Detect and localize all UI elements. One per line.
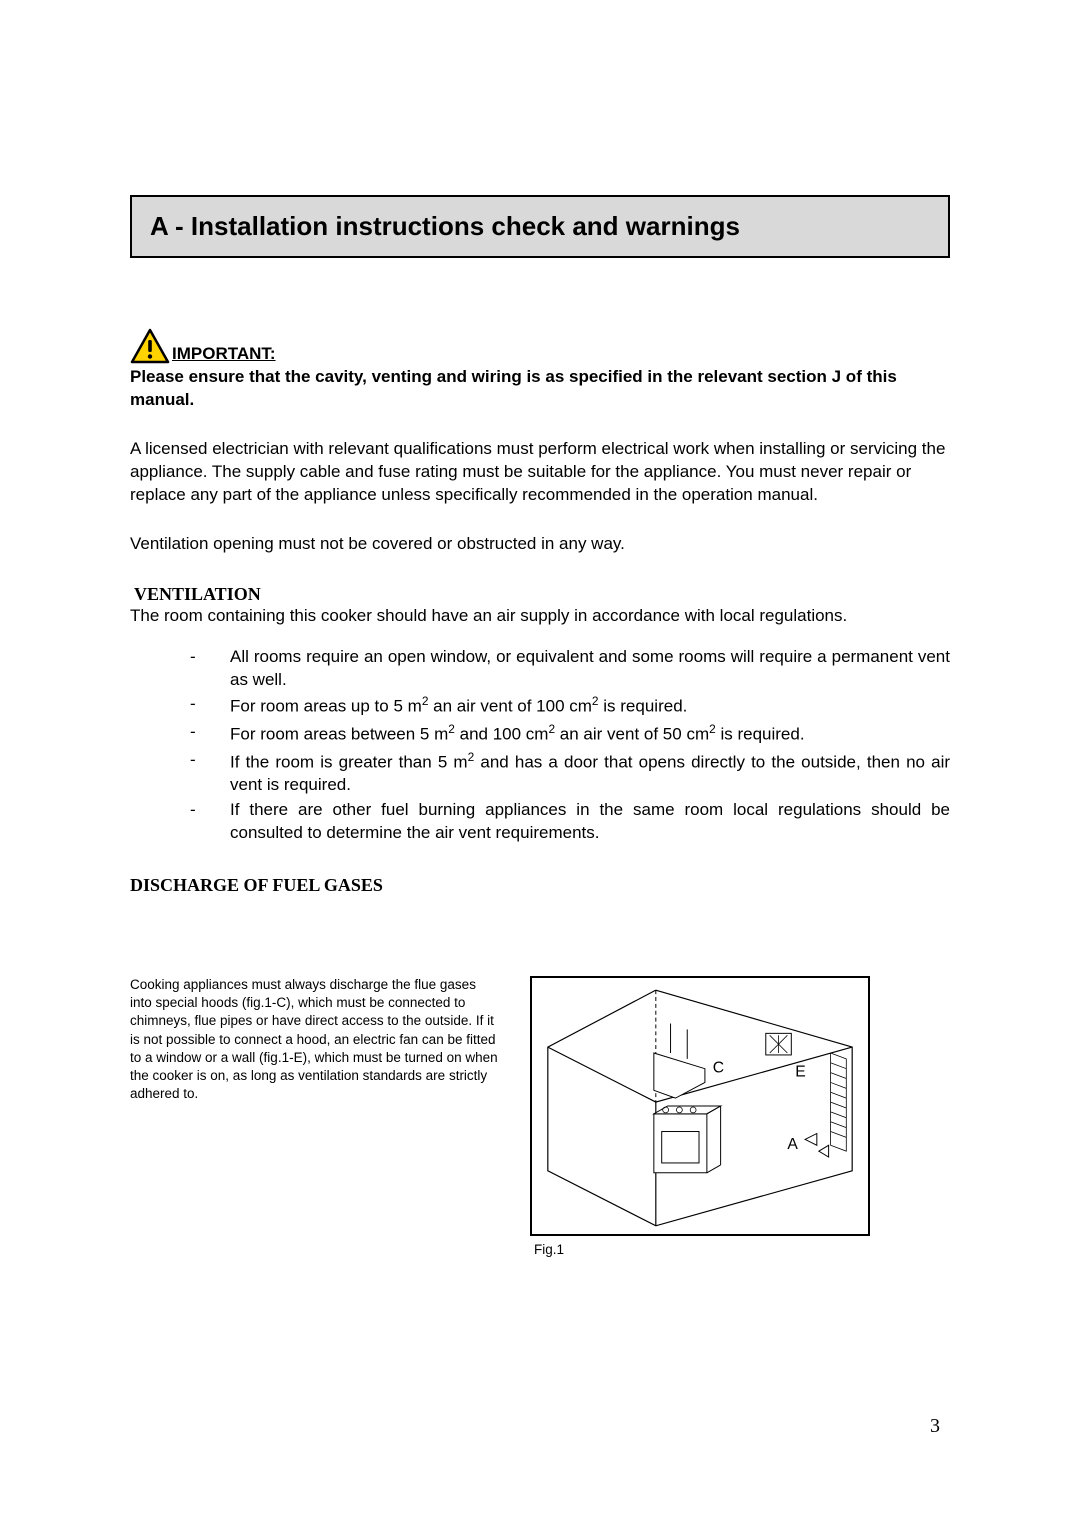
warning-icon [130,328,170,364]
list-item: If the room is greater than 5 m2 and has… [190,749,950,798]
list-item: All rooms require an open window, or equ… [190,646,950,692]
ventilation-list: All rooms require an open window, or equ… [130,646,950,845]
label-c: C [713,1060,724,1077]
figure-caption: Fig.1 [534,1242,564,1257]
paragraph-electrician: A licensed electrician with relevant qua… [130,438,950,507]
list-item: For room areas up to 5 m2 an air vent of… [190,693,950,719]
important-block: IMPORTANT: Please ensure that the cavity… [130,328,950,412]
figure-column: C E [530,976,950,1257]
discharge-row: Cooking appliances must always discharge… [130,976,950,1257]
label-a: A [787,1136,798,1153]
label-e: E [795,1064,805,1081]
room-diagram-svg: C E [538,984,862,1228]
list-item: If there are other fuel burning applianc… [190,799,950,845]
figure-1: C E [530,976,870,1236]
important-body: Please ensure that the cavity, venting a… [130,366,950,412]
ventilation-intro: The room containing this cooker should h… [130,605,950,628]
important-header: IMPORTANT: [130,328,950,364]
ventilation-heading: VENTILATION [134,584,950,605]
page-number: 3 [930,1415,940,1438]
paragraph-ventilation-opening: Ventilation opening must not be covered … [130,533,950,556]
document-page: A - Installation instructions check and … [0,0,1080,1528]
discharge-body: Cooking appliances must always discharge… [130,976,500,1257]
discharge-heading: DISCHARGE OF FUEL GASES [130,875,950,896]
list-item: For room areas between 5 m2 and 100 cm2 … [190,721,950,747]
page-title: A - Installation instructions check and … [150,211,930,242]
important-label: IMPORTANT: [172,344,276,364]
title-bar: A - Installation instructions check and … [130,195,950,258]
